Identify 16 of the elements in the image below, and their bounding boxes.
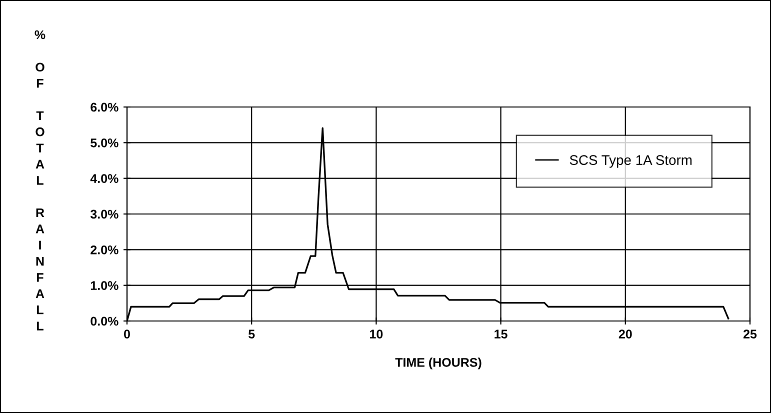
x-tick-label: 10 bbox=[370, 330, 383, 339]
text: % OF TOTAL RAINFALL bbox=[34, 30, 46, 330]
x-tick-label: 20 bbox=[618, 330, 632, 339]
y-tick-label: 4.0% bbox=[90, 174, 118, 183]
x-tick-label: 15 bbox=[494, 330, 508, 339]
y-tick-label: 3.0% bbox=[90, 210, 118, 219]
y-tick-label: 1.0% bbox=[90, 281, 118, 290]
y-tick-label: 2.0% bbox=[90, 245, 118, 254]
x-tick-label: 0 bbox=[124, 330, 130, 339]
legend-label: SCS Type 1A Storm bbox=[570, 155, 692, 168]
x-tick-label: 25 bbox=[743, 330, 757, 339]
x-axis-title: TIME (HOURS) bbox=[395, 358, 482, 370]
x-tick-label: 5 bbox=[248, 330, 255, 339]
y-tick-label: 0.0% bbox=[90, 316, 118, 326]
y-tick-label: 5.0% bbox=[90, 138, 118, 148]
y-tick-label: 6.0% bbox=[90, 102, 118, 112]
